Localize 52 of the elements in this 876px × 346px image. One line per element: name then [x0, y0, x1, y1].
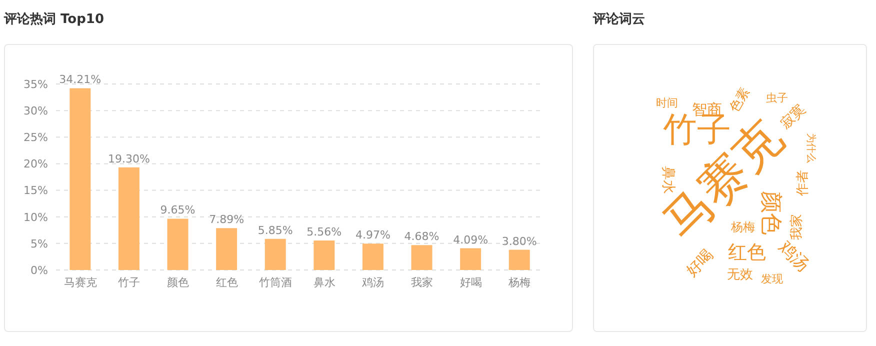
data-label: 3.80%: [502, 234, 537, 248]
y-tick-label: 25%: [24, 131, 48, 144]
y-tick-label: 20%: [24, 158, 48, 171]
text: 无效: [727, 268, 753, 282]
y-tick-label: 35%: [24, 78, 48, 91]
x-tick-label: 红色: [216, 276, 238, 289]
data-label: 4.09%: [453, 233, 488, 246]
data-label: 5.85%: [258, 224, 293, 237]
y-tick-label: 0%: [30, 264, 48, 277]
bar: [118, 167, 140, 270]
bar: [460, 248, 482, 270]
bar: [362, 244, 384, 270]
chart-title: 评论热词 Top10: [4, 11, 104, 28]
text: 杨梅: [731, 220, 755, 234]
text: 鼻水: [660, 166, 676, 194]
y-tick-label: 15%: [24, 184, 48, 198]
y-tick-label: 10%: [24, 210, 48, 224]
text: 颜色: [758, 191, 783, 235]
text: 色素: [727, 84, 753, 115]
bar: [508, 250, 530, 270]
y-tick-label: 30%: [24, 104, 48, 118]
data-label: 7.89%: [209, 213, 244, 226]
x-tick-label: 鸡汤: [361, 276, 384, 289]
bar: [70, 88, 91, 270]
bar: [216, 228, 238, 270]
data-label: 4.97%: [355, 228, 390, 242]
x-tick-label: 马赛克: [64, 276, 97, 289]
text: 评论词云: [593, 11, 645, 28]
text: 虫子: [766, 92, 788, 104]
bar: [264, 238, 286, 270]
data-label: 34.21%: [59, 73, 102, 86]
data-label: 9.65%: [160, 204, 196, 217]
x-tick-label: 竹筒酒: [259, 276, 292, 289]
x-tick-label: 鼻水: [313, 276, 336, 289]
text: 红色: [728, 242, 766, 264]
x-tick-label: 我家: [411, 276, 433, 289]
x-tick-label: 竹子: [118, 276, 140, 289]
text: 时间: [656, 96, 678, 110]
y-tick-label: 5%: [30, 237, 48, 250]
text: 作者: [796, 170, 810, 196]
text: 为什么: [805, 133, 816, 163]
data-label: 4.68%: [404, 230, 440, 244]
x-tick-label: 颜色: [167, 276, 189, 289]
data-label: 5.56%: [306, 225, 342, 238]
x-tick-label: 杨梅: [508, 276, 531, 289]
text: 我家: [790, 214, 804, 240]
x-tick-label: 好喝: [460, 276, 482, 289]
bar: [314, 240, 335, 270]
bar: [411, 245, 432, 270]
data-label: 19.30%: [108, 152, 150, 166]
text: 发现: [761, 272, 783, 286]
bar: [167, 218, 188, 270]
